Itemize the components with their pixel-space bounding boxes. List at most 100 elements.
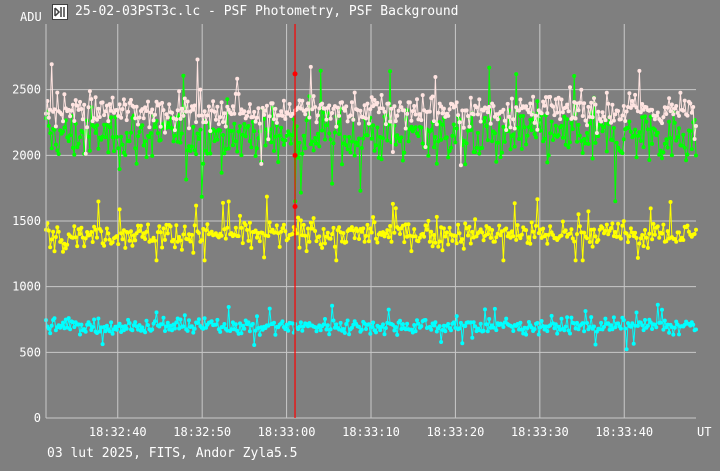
data-point: [279, 109, 284, 114]
data-point: [416, 134, 421, 139]
data-point: [99, 137, 104, 142]
data-point: [324, 123, 329, 128]
data-point: [423, 145, 428, 149]
data-point: [604, 149, 609, 154]
data-point: [362, 239, 367, 244]
data-point: [150, 153, 155, 158]
data-point: [532, 327, 537, 332]
data-point: [283, 116, 288, 121]
data-point: [337, 132, 342, 136]
data-point: [116, 113, 121, 118]
data-point: [487, 317, 492, 321]
data-point: [638, 139, 643, 143]
series-2: [44, 57, 698, 168]
data-point: [457, 231, 462, 236]
data-point: [655, 130, 660, 135]
data-point: [257, 239, 262, 244]
data-point: [420, 93, 425, 98]
data-point: [144, 109, 149, 113]
data-point: [514, 105, 519, 110]
data-point: [171, 322, 176, 327]
time-cursor[interactable]: [292, 24, 298, 418]
data-point: [596, 134, 601, 138]
data-point: [257, 121, 262, 126]
data-point: [568, 140, 572, 145]
data-point: [311, 216, 316, 221]
data-point: [185, 237, 190, 242]
data-point: [519, 146, 524, 151]
data-point: [682, 145, 687, 150]
data-point: [463, 162, 468, 167]
data-point: [590, 156, 595, 161]
data-point: [247, 139, 252, 144]
data-point: [303, 146, 308, 151]
data-point: [341, 327, 346, 331]
data-point: [681, 132, 686, 137]
data-point: [368, 107, 373, 112]
data-point: [662, 141, 667, 146]
data-point: [123, 102, 128, 107]
data-point: [196, 317, 201, 322]
data-point: [70, 320, 75, 325]
data-point: [359, 146, 364, 150]
data-point: [491, 104, 496, 108]
data-point: [313, 135, 318, 140]
data-point: [181, 73, 186, 78]
data-point: [127, 321, 132, 326]
data-point: [490, 228, 495, 232]
data-point: [470, 229, 475, 234]
data-point: [328, 137, 333, 142]
data-point: [392, 230, 397, 235]
data-point: [342, 108, 347, 113]
data-point: [62, 92, 67, 97]
data-point: [103, 109, 108, 114]
data-point: [247, 102, 252, 107]
data-point: [504, 316, 509, 321]
data-point: [655, 110, 660, 115]
data-point: [124, 326, 129, 331]
data-point: [618, 326, 623, 331]
data-point: [93, 95, 98, 100]
data-point: [82, 244, 87, 249]
x-tick-label: 18:33:30: [511, 425, 569, 439]
data-point: [592, 96, 596, 101]
data-point: [307, 115, 312, 120]
data-point: [399, 105, 404, 110]
data-point: [133, 238, 138, 243]
data-point: [582, 136, 587, 141]
data-point: [437, 324, 442, 329]
data-point: [55, 225, 60, 230]
data-point: [645, 245, 650, 250]
data-point: [566, 109, 571, 114]
data-point: [583, 118, 588, 123]
data-point: [253, 328, 258, 333]
data-point: [83, 151, 88, 156]
data-point: [419, 125, 424, 130]
data-point: [297, 245, 302, 250]
data-point: [644, 235, 649, 240]
data-point: [474, 145, 479, 150]
data-point: [172, 245, 177, 250]
data-point: [524, 228, 529, 233]
data-point: [272, 148, 276, 153]
data-point: [454, 241, 459, 246]
data-point: [498, 233, 503, 238]
series-line: [45, 59, 697, 166]
data-point: [514, 72, 519, 77]
data-point: [600, 110, 605, 115]
data-point: [182, 224, 187, 229]
data-point: [528, 101, 533, 106]
data-point: [406, 222, 411, 227]
data-point: [249, 145, 254, 150]
data-point: [131, 233, 136, 238]
data-point: [430, 244, 435, 249]
data-point: [273, 106, 278, 111]
data-point: [471, 112, 476, 117]
data-point: [638, 110, 643, 115]
data-point: [481, 108, 486, 113]
data-point: [163, 237, 167, 242]
data-point: [238, 124, 242, 129]
data-point: [179, 247, 184, 252]
data-point: [610, 102, 615, 107]
data-point: [317, 106, 322, 111]
